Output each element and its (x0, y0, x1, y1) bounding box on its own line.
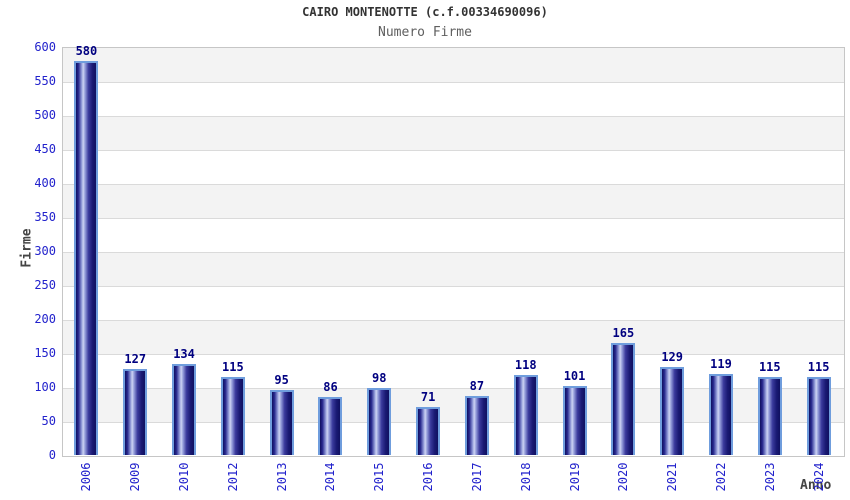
bar-value-label: 95 (274, 373, 289, 388)
bar-2019 (562, 386, 587, 455)
bar-value-label: 87 (469, 378, 485, 393)
bar-2018 (513, 374, 538, 455)
y-tick-label: 450 (34, 142, 56, 156)
bar-2010 (172, 363, 197, 455)
bar-2006 (74, 60, 99, 455)
bar-2012 (220, 376, 245, 455)
x-tick-label: 2015 (372, 462, 387, 492)
bar-2015 (367, 388, 392, 455)
bar-value-label: 115 (222, 359, 244, 374)
bar-2017 (464, 395, 489, 455)
bar-2014 (318, 396, 343, 455)
y-tick-label: 500 (34, 108, 56, 122)
bar-value-label: 129 (661, 350, 683, 365)
gridline (63, 422, 844, 423)
bar-value-label: 86 (323, 379, 338, 394)
x-tick-label: 2016 (421, 462, 436, 492)
y-tick-label: 300 (34, 244, 56, 258)
gridline (63, 150, 844, 151)
gridline (63, 116, 844, 117)
gridline (63, 388, 844, 389)
gridline (63, 320, 844, 321)
y-tick-label: 600 (34, 40, 56, 54)
y-tick-label: 250 (34, 278, 56, 292)
y-tick-label: 100 (34, 380, 56, 394)
bar-value-label: 118 (514, 357, 537, 372)
x-tick-label: 2023 (762, 462, 777, 492)
x-tick-label: 2017 (469, 462, 484, 492)
x-tick-label: 2009 (128, 462, 143, 492)
bar-2020 (611, 342, 636, 455)
bar-2022 (708, 374, 733, 455)
y-tick-label: 350 (34, 210, 56, 224)
y-tick-label: 150 (34, 346, 56, 360)
bar-2009 (123, 368, 148, 455)
y-tick-label: 400 (34, 176, 56, 190)
x-tick-label: 2013 (274, 462, 289, 492)
bar-2013 (269, 390, 294, 455)
bar-value-label: 134 (173, 346, 195, 361)
bar-2016 (416, 406, 441, 455)
bar-value-label: 71 (420, 389, 436, 404)
chart-subtitle: Numero Firme (378, 25, 472, 40)
y-tick-label: 550 (34, 74, 56, 88)
bar-value-label: 98 (372, 371, 387, 386)
x-tick-label: 2006 (79, 462, 94, 492)
bar-value-label: 127 (124, 351, 147, 366)
x-tick-label: 2019 (567, 462, 582, 492)
y-tick-label: 50 (41, 414, 56, 428)
x-tick-label: 2014 (323, 462, 338, 492)
bar-value-label: 119 (710, 357, 732, 372)
bar-value-label: 115 (807, 359, 830, 374)
bar-2024 (806, 376, 831, 455)
chart-title: CAIRO MONTENOTTE (c.f.00334690096) (302, 5, 548, 19)
gridline (63, 218, 844, 219)
gridline (63, 82, 844, 83)
y-tick-label: 200 (34, 312, 56, 326)
y-tick-label: 0 (48, 448, 56, 462)
x-tick-label: 2012 (225, 462, 240, 492)
gridline (63, 286, 844, 287)
x-tick-label: 2010 (177, 462, 192, 492)
bar-value-label: 115 (758, 359, 781, 374)
x-tick-label: 2018 (518, 462, 533, 492)
bar-2021 (660, 367, 685, 455)
bar-value-label: 165 (612, 325, 635, 340)
gridline (63, 354, 844, 355)
x-tick-label: 2024 (811, 462, 826, 492)
gridline (63, 184, 844, 185)
x-tick-label: 2020 (616, 462, 631, 492)
x-axis-title: Anno (800, 478, 832, 493)
x-tick-label: 2022 (713, 462, 728, 492)
bar-2023 (757, 376, 782, 455)
bar-value-label: 101 (563, 369, 586, 384)
gridline (63, 252, 844, 253)
x-tick-label: 2021 (665, 462, 680, 492)
bar-value-label: 580 (75, 43, 98, 58)
